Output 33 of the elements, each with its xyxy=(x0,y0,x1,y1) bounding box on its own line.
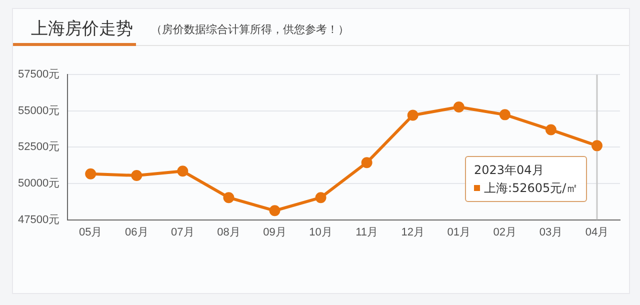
x-tick-label: 09月 xyxy=(263,226,286,238)
point xyxy=(315,192,326,204)
point xyxy=(361,157,372,168)
y-tick-label: 50000元 xyxy=(18,178,60,190)
point xyxy=(545,124,556,136)
x-tick-label: 01月 xyxy=(447,226,471,238)
x-tick-label: 02月 xyxy=(493,226,517,238)
y-tick-label: 47500元 xyxy=(18,214,60,226)
x-tick-label: 03月 xyxy=(539,226,563,238)
point xyxy=(177,166,188,177)
point xyxy=(131,170,142,182)
annotation: 2023年04月 xyxy=(474,162,545,179)
y-tick-label: 52500元 xyxy=(18,141,60,154)
x-tick-label: 07月 xyxy=(171,226,194,238)
point xyxy=(85,168,96,180)
x-tick-label: 06月 xyxy=(125,226,148,238)
x-tick-label: 04月 xyxy=(585,226,609,238)
point xyxy=(453,101,464,112)
x-tick-label: 05月 xyxy=(78,226,102,238)
point xyxy=(499,109,510,120)
point xyxy=(591,140,602,152)
x-tick-label: 08月 xyxy=(217,226,240,238)
x-tick-label: 10月 xyxy=(309,226,332,238)
point xyxy=(223,192,234,204)
chart-title: 上海房价走势 xyxy=(31,18,133,40)
chart-subtitle: （房价数据综合计算所得，供您参考！） xyxy=(151,22,349,37)
x-tick-label: 11月 xyxy=(356,226,378,238)
y-tick-label: 57500元 xyxy=(18,68,60,81)
y-tick-label: 55000元 xyxy=(18,104,60,117)
text: 上海:52605元/㎡ xyxy=(484,180,578,195)
point xyxy=(269,205,280,216)
x-tick-label: 12月 xyxy=(401,226,424,238)
point xyxy=(407,110,418,121)
